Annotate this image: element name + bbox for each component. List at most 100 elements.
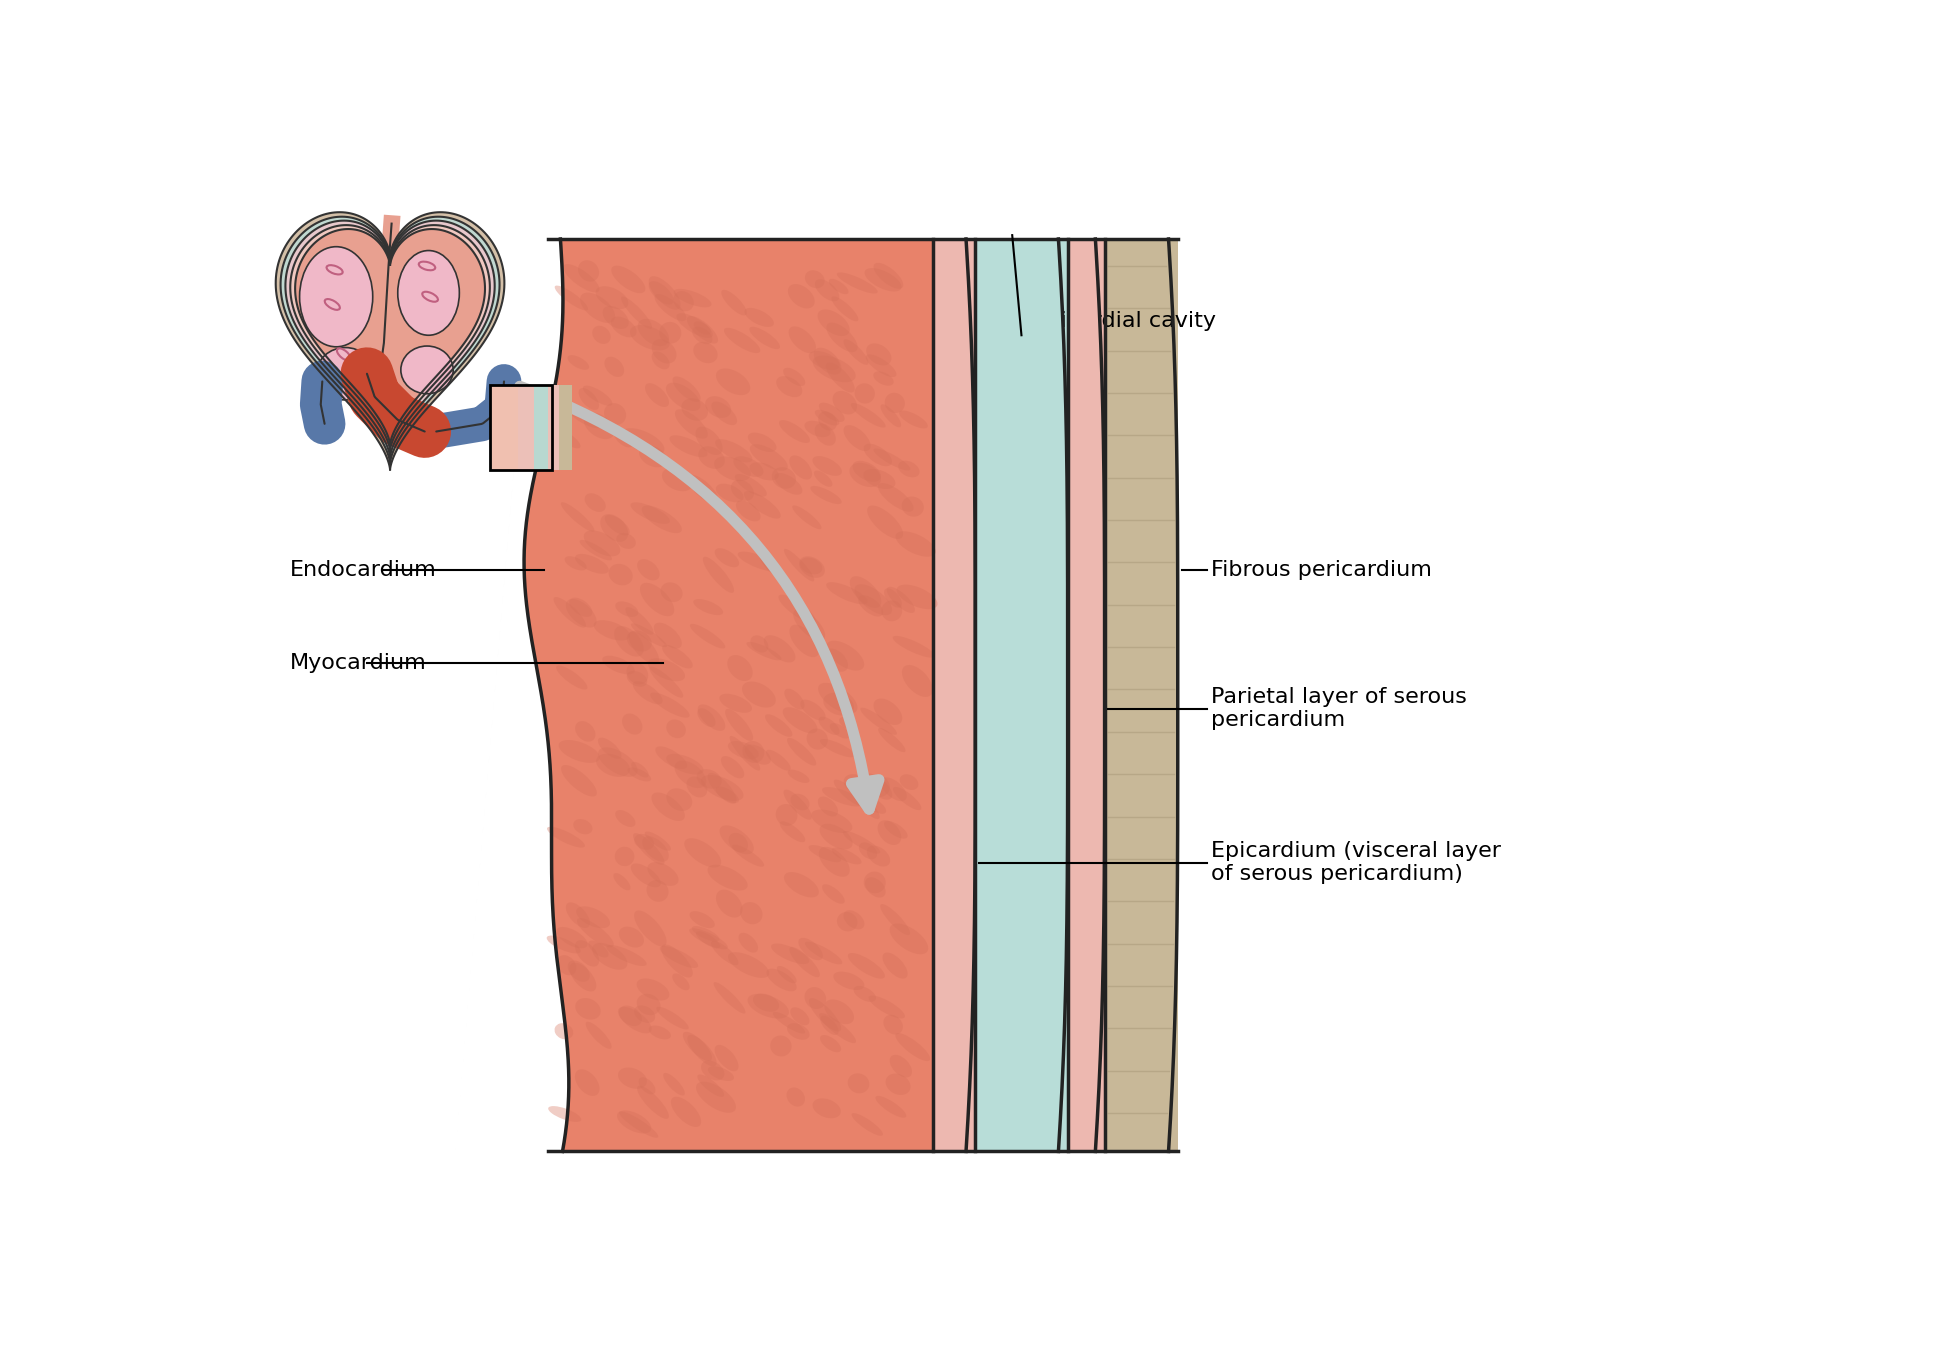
Ellipse shape xyxy=(812,355,856,382)
Ellipse shape xyxy=(662,945,693,977)
Ellipse shape xyxy=(880,904,911,936)
Ellipse shape xyxy=(565,556,586,571)
Ellipse shape xyxy=(645,383,668,406)
Ellipse shape xyxy=(785,872,820,898)
Ellipse shape xyxy=(783,367,806,386)
Ellipse shape xyxy=(637,994,660,1015)
Ellipse shape xyxy=(899,410,928,428)
Ellipse shape xyxy=(614,626,643,656)
Polygon shape xyxy=(280,217,499,463)
Ellipse shape xyxy=(866,845,889,867)
Ellipse shape xyxy=(854,792,880,819)
Ellipse shape xyxy=(658,321,682,344)
Ellipse shape xyxy=(787,1088,806,1107)
Ellipse shape xyxy=(604,356,623,377)
Ellipse shape xyxy=(555,429,581,448)
Ellipse shape xyxy=(851,576,882,608)
Polygon shape xyxy=(975,239,1068,1152)
Ellipse shape xyxy=(878,483,913,512)
Ellipse shape xyxy=(583,386,612,406)
Ellipse shape xyxy=(866,355,897,377)
Ellipse shape xyxy=(635,834,654,849)
Ellipse shape xyxy=(666,382,701,410)
Ellipse shape xyxy=(585,493,606,512)
Ellipse shape xyxy=(825,999,854,1025)
Ellipse shape xyxy=(567,355,588,370)
Ellipse shape xyxy=(816,279,839,301)
Ellipse shape xyxy=(575,554,608,574)
Ellipse shape xyxy=(561,502,594,532)
Ellipse shape xyxy=(878,821,901,845)
Ellipse shape xyxy=(717,483,744,502)
Ellipse shape xyxy=(787,738,816,765)
Ellipse shape xyxy=(825,648,849,672)
Ellipse shape xyxy=(317,347,375,400)
Ellipse shape xyxy=(689,911,715,929)
Ellipse shape xyxy=(660,946,697,968)
Ellipse shape xyxy=(616,810,635,828)
Ellipse shape xyxy=(715,1045,738,1072)
Ellipse shape xyxy=(299,247,373,347)
Ellipse shape xyxy=(627,663,649,684)
Ellipse shape xyxy=(744,308,775,327)
Ellipse shape xyxy=(674,292,693,312)
Ellipse shape xyxy=(575,940,600,967)
Ellipse shape xyxy=(621,714,643,734)
Ellipse shape xyxy=(588,941,608,957)
Ellipse shape xyxy=(711,941,738,965)
Ellipse shape xyxy=(884,821,907,838)
Ellipse shape xyxy=(820,738,854,757)
Ellipse shape xyxy=(785,549,814,582)
Ellipse shape xyxy=(654,747,687,769)
Ellipse shape xyxy=(666,753,703,775)
Ellipse shape xyxy=(746,745,771,764)
Ellipse shape xyxy=(874,371,893,386)
Ellipse shape xyxy=(781,821,806,842)
Ellipse shape xyxy=(831,848,862,864)
Ellipse shape xyxy=(687,316,719,344)
Ellipse shape xyxy=(827,323,858,352)
Ellipse shape xyxy=(674,760,707,788)
Ellipse shape xyxy=(777,967,796,983)
Ellipse shape xyxy=(808,351,839,370)
Ellipse shape xyxy=(785,688,804,710)
Ellipse shape xyxy=(684,1031,713,1061)
Ellipse shape xyxy=(701,1061,724,1080)
Ellipse shape xyxy=(616,601,639,617)
Ellipse shape xyxy=(687,776,707,798)
Ellipse shape xyxy=(621,428,664,455)
Ellipse shape xyxy=(598,737,621,759)
Ellipse shape xyxy=(715,456,752,481)
Ellipse shape xyxy=(825,362,854,393)
Ellipse shape xyxy=(728,952,769,977)
Ellipse shape xyxy=(798,938,823,960)
Ellipse shape xyxy=(682,398,709,421)
Ellipse shape xyxy=(862,774,891,799)
Ellipse shape xyxy=(548,826,585,848)
Ellipse shape xyxy=(728,741,759,759)
Ellipse shape xyxy=(569,598,592,617)
Ellipse shape xyxy=(602,656,635,674)
Bar xyxy=(489,385,552,470)
Ellipse shape xyxy=(820,1035,841,1052)
Ellipse shape xyxy=(649,281,674,305)
Ellipse shape xyxy=(765,714,792,737)
Ellipse shape xyxy=(771,1035,792,1057)
Ellipse shape xyxy=(565,902,590,927)
Ellipse shape xyxy=(868,995,905,1018)
Ellipse shape xyxy=(635,910,666,946)
Ellipse shape xyxy=(567,404,602,428)
Ellipse shape xyxy=(643,836,668,861)
Ellipse shape xyxy=(831,297,858,321)
Ellipse shape xyxy=(886,1073,911,1095)
Ellipse shape xyxy=(633,833,664,865)
Ellipse shape xyxy=(720,756,744,779)
Ellipse shape xyxy=(579,387,598,410)
Ellipse shape xyxy=(874,448,911,471)
Ellipse shape xyxy=(818,412,837,431)
Ellipse shape xyxy=(581,293,616,323)
Ellipse shape xyxy=(621,297,653,329)
Ellipse shape xyxy=(833,392,856,414)
Ellipse shape xyxy=(676,313,713,338)
Ellipse shape xyxy=(854,383,876,404)
